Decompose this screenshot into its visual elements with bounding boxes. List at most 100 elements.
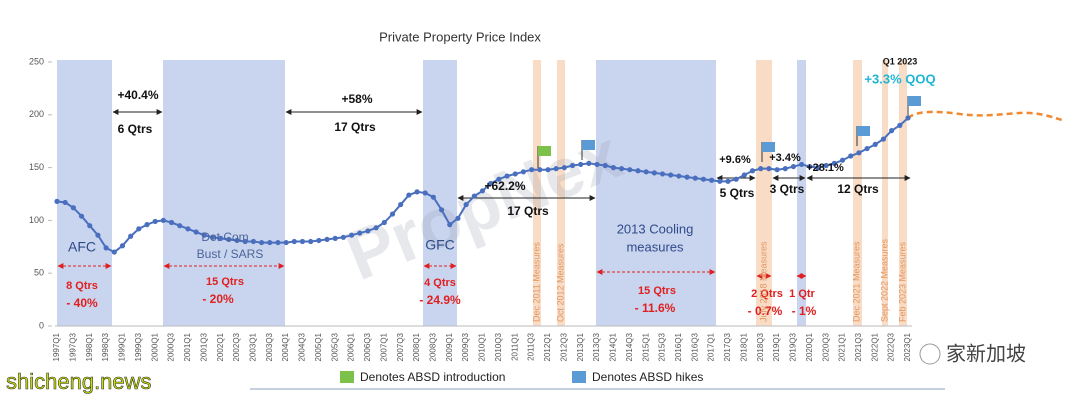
x-tick-label: 2002Q1 (216, 332, 225, 361)
point (291, 238, 297, 245)
point (586, 160, 592, 166)
point (627, 167, 633, 173)
x-tick-label: 2004Q3 (298, 332, 307, 361)
x-tick-label: 2022Q1 (870, 332, 879, 361)
annotation: - 11.6% (635, 301, 676, 315)
annotation: 1 Qtr (789, 288, 815, 300)
x-tick-label: 2017Q1 (707, 332, 716, 361)
annotation: - 40% (66, 296, 98, 310)
x-tick-label: 2020Q3 (821, 332, 830, 361)
point (218, 235, 224, 241)
point (488, 180, 494, 187)
point (471, 193, 477, 199)
point (152, 218, 158, 225)
point (447, 222, 453, 228)
annotation: 15 Qtrs (638, 285, 676, 297)
point (790, 163, 797, 170)
x-tick-label: 2005Q1 (314, 332, 323, 361)
x-tick-label: 2015Q1 (641, 332, 650, 361)
point (856, 150, 862, 156)
x-tick-label: 2022Q3 (887, 332, 896, 361)
x-tick-label: 2013Q1 (576, 332, 585, 361)
flag (762, 142, 775, 152)
point (782, 166, 788, 172)
point (578, 161, 584, 168)
legend-swatch (572, 371, 586, 383)
flags (537, 96, 921, 168)
point (864, 145, 870, 152)
point (905, 115, 911, 121)
point (398, 201, 404, 208)
annotation: Bust / SARS (197, 247, 264, 261)
flag (857, 126, 870, 136)
band (853, 60, 862, 326)
measure-label: Dec 2011 Measures (531, 242, 541, 322)
annotation: measures (626, 239, 684, 254)
point (308, 238, 314, 245)
annotation: - 0.7% (748, 304, 783, 318)
point (160, 217, 166, 223)
measure-label: Oct 2012 Measures (555, 243, 565, 322)
annotation: 3 Qtrs (770, 182, 805, 196)
account-icon (919, 343, 941, 365)
x-tick-label: 1998Q1 (85, 332, 94, 361)
band (756, 60, 772, 326)
measure-label: Sept 2022 Measures (879, 238, 889, 322)
x-tick-label: 2007Q1 (379, 332, 388, 361)
annotation: AFC (68, 239, 96, 255)
x-tick-label: 2001Q3 (199, 332, 208, 361)
annotation: +3.4% (769, 152, 801, 164)
flag (538, 146, 551, 156)
point (136, 226, 142, 232)
point (848, 153, 854, 159)
band (596, 60, 716, 326)
x-tick-label: 2012Q1 (543, 332, 552, 361)
point (128, 233, 134, 239)
point (119, 243, 126, 249)
point (283, 239, 289, 246)
point (799, 161, 805, 168)
point (177, 223, 183, 229)
x-tick-label: 2020Q1 (805, 332, 814, 361)
point (561, 165, 567, 171)
point (594, 161, 600, 168)
flag (582, 140, 595, 150)
point (185, 226, 191, 232)
arrows (57, 109, 911, 279)
measure-label: Dec 2021 Measures (851, 241, 861, 322)
x-tick-label: 2018Q3 (756, 332, 765, 361)
x-tick-label: 1999Q1 (118, 332, 127, 361)
point (299, 238, 306, 245)
x-tick-label: 2002Q3 (232, 332, 241, 361)
point (54, 198, 60, 204)
x-tick-label: 2006Q1 (347, 332, 356, 361)
point (357, 230, 363, 236)
annotation: 2013 Cooling (617, 221, 694, 236)
point (839, 157, 846, 163)
point (438, 207, 445, 213)
point (168, 219, 175, 226)
x-tick-label: 2009Q3 (461, 332, 470, 361)
point (684, 174, 690, 180)
point (479, 188, 486, 194)
point (733, 176, 739, 182)
x-tick-label: 2003Q3 (265, 332, 274, 361)
legend-swatch (340, 371, 354, 383)
account-name: 家新加坡 (946, 342, 1026, 365)
band (899, 60, 907, 326)
band (57, 60, 112, 326)
annotation: 5 Qtrs (720, 186, 755, 200)
point (504, 173, 510, 179)
point (496, 176, 502, 182)
point (201, 232, 207, 238)
point (267, 239, 273, 246)
point (889, 128, 895, 134)
point (643, 169, 649, 175)
x-tick-label: 2017Q3 (723, 332, 732, 361)
source-mark: shicheng.news (6, 369, 152, 394)
x-tick-label: 1997Q1 (52, 332, 61, 361)
x-tick-label: 1998Q3 (101, 332, 110, 361)
point (316, 237, 322, 244)
point (373, 225, 379, 231)
